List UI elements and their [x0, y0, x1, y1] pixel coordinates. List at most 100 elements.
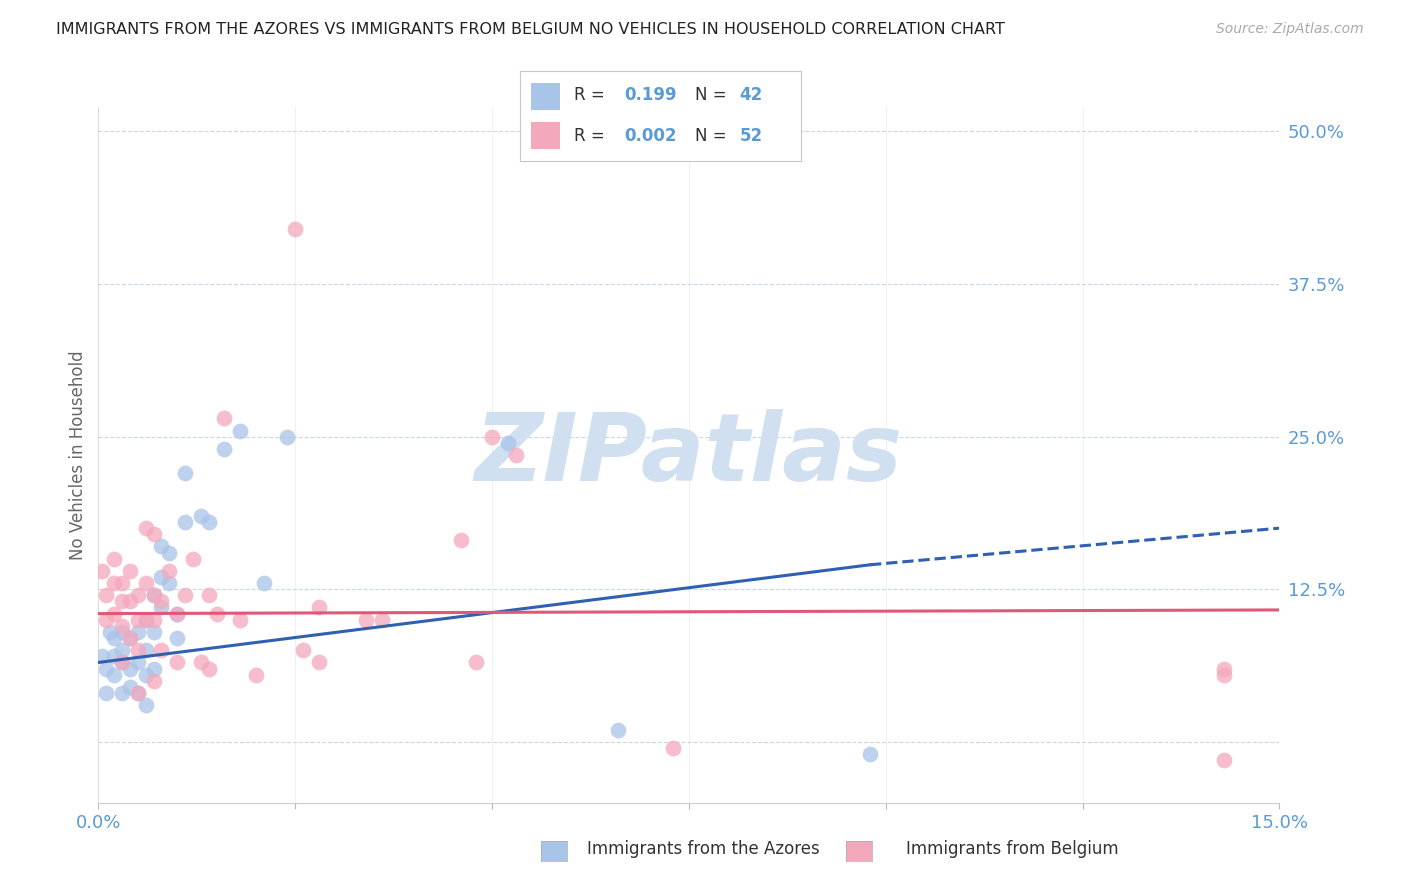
- Point: [1213, 667, 1236, 681]
- Bar: [531, 83, 560, 110]
- Point: [111, 643, 134, 657]
- Point: [127, 613, 149, 627]
- Point: [118, 564, 141, 578]
- Text: R =: R =: [574, 127, 610, 145]
- Point: [96, 686, 118, 700]
- Point: [118, 661, 141, 675]
- Point: [308, 600, 330, 615]
- Point: [150, 594, 173, 608]
- Point: [450, 533, 472, 548]
- Point: [174, 467, 197, 481]
- Point: [96, 661, 118, 675]
- Point: [505, 448, 527, 462]
- Y-axis label: No Vehicles in Household: No Vehicles in Household: [69, 350, 87, 560]
- Point: [276, 429, 298, 443]
- Point: [166, 631, 188, 645]
- Point: [166, 607, 188, 621]
- Point: [111, 619, 134, 633]
- Point: [292, 643, 315, 657]
- Point: [1213, 753, 1236, 767]
- Point: [371, 613, 394, 627]
- Text: 42: 42: [740, 87, 763, 104]
- Point: [111, 576, 134, 591]
- Point: [465, 656, 488, 670]
- Point: [142, 588, 165, 602]
- Point: [607, 723, 630, 737]
- Bar: [531, 122, 560, 149]
- Point: [150, 643, 173, 657]
- Text: IMMIGRANTS FROM THE AZORES VS IMMIGRANTS FROM BELGIUM NO VEHICLES IN HOUSEHOLD C: IMMIGRANTS FROM THE AZORES VS IMMIGRANTS…: [56, 22, 1005, 37]
- Point: [142, 624, 165, 639]
- Point: [1213, 661, 1236, 675]
- Text: Immigrants from the Azores: Immigrants from the Azores: [586, 840, 820, 858]
- Text: Source: ZipAtlas.com: Source: ZipAtlas.com: [1216, 22, 1364, 37]
- Point: [150, 570, 173, 584]
- Point: [859, 747, 882, 761]
- Point: [181, 551, 204, 566]
- Point: [127, 686, 149, 700]
- Point: [118, 594, 141, 608]
- Point: [197, 661, 219, 675]
- Point: [166, 607, 188, 621]
- Point: [481, 429, 503, 443]
- Text: Immigrants from Belgium: Immigrants from Belgium: [905, 840, 1119, 858]
- Text: R =: R =: [574, 87, 610, 104]
- Point: [135, 698, 157, 713]
- Point: [118, 631, 141, 645]
- Point: [127, 624, 149, 639]
- Point: [142, 588, 165, 602]
- Point: [135, 521, 157, 535]
- Point: [354, 613, 377, 627]
- Point: [103, 649, 125, 664]
- Point: [127, 656, 149, 670]
- Text: 0.199: 0.199: [624, 87, 676, 104]
- Point: [662, 740, 685, 755]
- Point: [245, 667, 267, 681]
- Text: 52: 52: [740, 127, 762, 145]
- Point: [111, 686, 134, 700]
- Point: [142, 527, 165, 541]
- Point: [166, 656, 188, 670]
- Point: [135, 643, 157, 657]
- Point: [284, 222, 307, 236]
- Point: [103, 631, 125, 645]
- Point: [174, 515, 197, 529]
- Point: [205, 607, 228, 621]
- Point: [496, 435, 519, 450]
- Point: [190, 508, 212, 523]
- Point: [157, 564, 180, 578]
- Point: [157, 576, 180, 591]
- Point: [157, 545, 180, 559]
- Point: [190, 656, 212, 670]
- Point: [142, 661, 165, 675]
- Point: [111, 656, 134, 670]
- Point: [103, 607, 125, 621]
- Point: [111, 624, 134, 639]
- Point: [127, 686, 149, 700]
- Point: [135, 613, 157, 627]
- Point: [118, 631, 141, 645]
- Text: N =: N =: [695, 87, 731, 104]
- Point: [91, 649, 114, 664]
- Point: [229, 424, 252, 438]
- Point: [91, 564, 114, 578]
- Point: [135, 613, 157, 627]
- Point: [142, 673, 165, 688]
- Point: [150, 600, 173, 615]
- Point: [253, 576, 276, 591]
- Point: [214, 411, 236, 425]
- Point: [308, 656, 330, 670]
- Point: [135, 667, 157, 681]
- Point: [197, 588, 219, 602]
- Point: [118, 680, 141, 694]
- Point: [103, 576, 125, 591]
- Point: [229, 613, 252, 627]
- Text: ZIPatlas: ZIPatlas: [475, 409, 903, 501]
- Point: [111, 656, 134, 670]
- Point: [150, 540, 173, 554]
- Text: N =: N =: [695, 127, 731, 145]
- Point: [103, 667, 125, 681]
- Point: [96, 613, 118, 627]
- Point: [197, 515, 219, 529]
- Point: [135, 576, 157, 591]
